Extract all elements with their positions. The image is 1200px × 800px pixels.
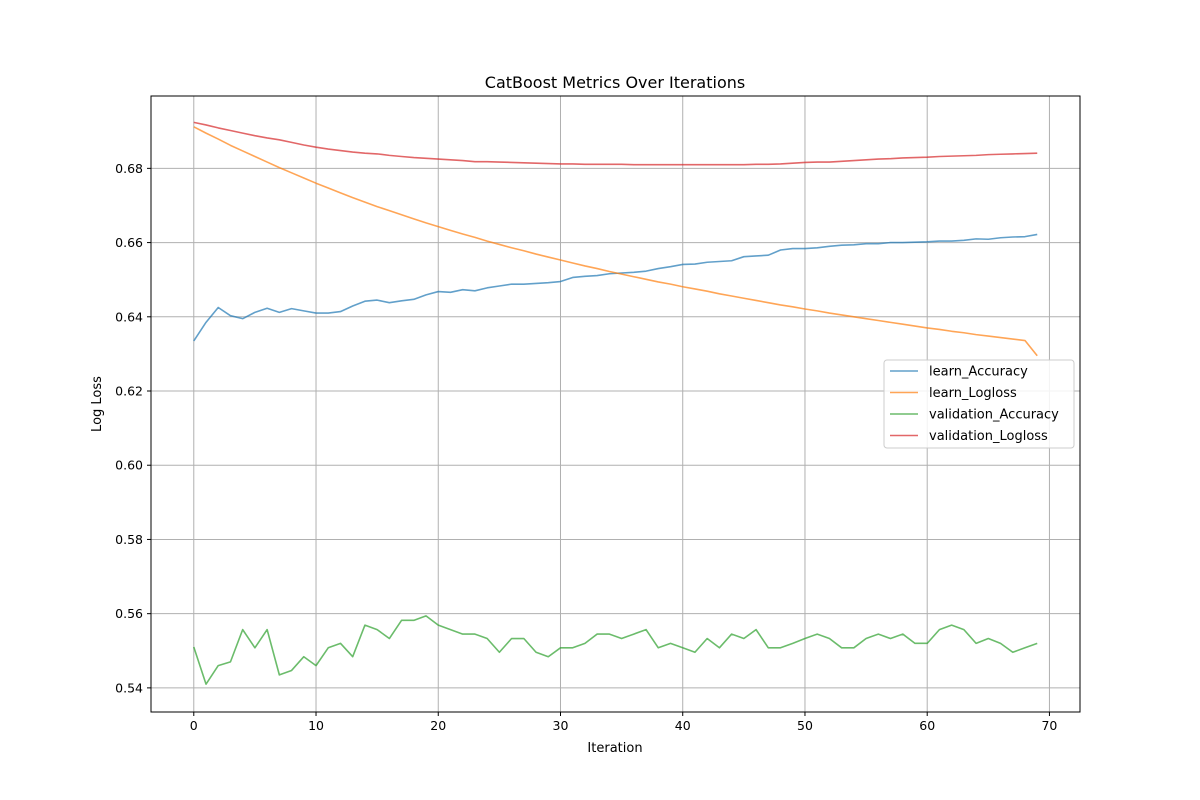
y-tick-label: 0.64 [115,309,143,324]
x-axis-label: Iteration [587,741,642,756]
y-tick-label: 0.54 [115,680,143,695]
y-tick-label: 0.60 [115,458,143,473]
legend-label: learn_Accuracy [929,365,1028,380]
x-tick-label: 0 [190,718,198,733]
series-line-learn-logloss [193,126,1038,357]
x-tick-label: 70 [1041,718,1057,733]
x-tick-label: 20 [430,718,446,733]
series-line-validation-logloss [193,121,1038,166]
y-tick-label: 0.56 [115,606,143,621]
x-tick-label: 30 [553,718,569,733]
x-tick-label: 10 [308,718,324,733]
legend-label: validation_Accuracy [929,408,1059,423]
x-tick-label: 40 [675,718,691,733]
plot-frame [150,95,1081,713]
x-tick-label: 60 [919,718,935,733]
x-tick-label: 50 [797,718,813,733]
y-axis-label: Log Loss [90,376,105,432]
y-tick-label: 0.66 [115,235,143,250]
series-group [193,121,1038,685]
legend-box [883,359,1075,449]
y-tick-label: 0.62 [115,384,143,399]
y-tick-label: 0.68 [115,161,143,176]
legend-label: validation_Logloss [929,429,1048,444]
ticks: 0 10 20 30 40 50 60 70 0.54 0.56 0.58 0.60 0.62 0.64 0… [115,161,1057,733]
grid [151,96,1080,712]
legend: learn_Accuracy learn_Logloss validation_Ac… [883,359,1075,449]
series-line-validation-accuracy [193,615,1038,685]
chart-title: CatBoost Metrics Over Iterations [485,73,745,92]
y-tick-label: 0.58 [115,532,143,547]
legend-label: learn_Logloss [929,386,1017,401]
